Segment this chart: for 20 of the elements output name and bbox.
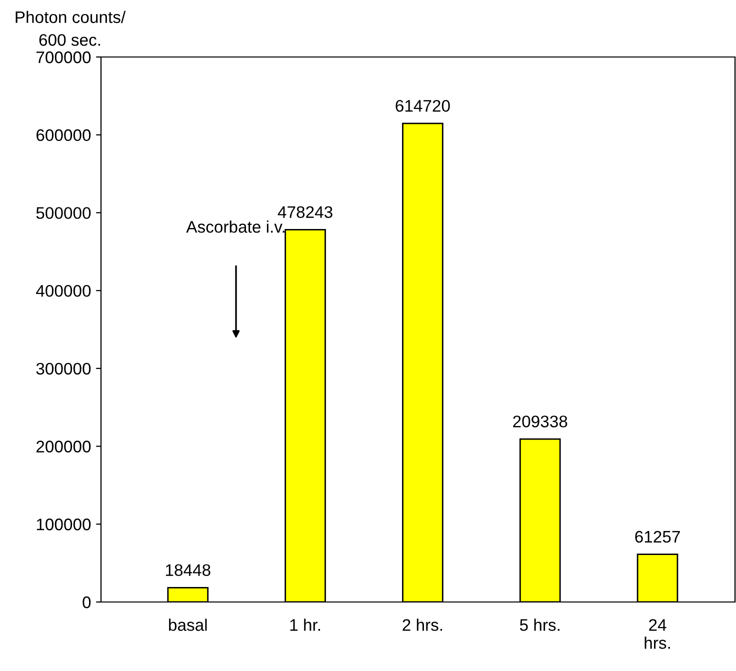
y-tick-label: 100000 [36, 518, 91, 530]
data-label: 18448 [166, 564, 210, 576]
y-axis-title: Photon counts/ 600 sec. [16, 10, 126, 46]
y-tick-label: 400000 [36, 284, 91, 297]
y-tick-label: 700000 [36, 51, 91, 64]
y-tick-label: 300000 [36, 362, 91, 375]
x-tick-label: basal [169, 618, 207, 631]
data-label: 478243 [278, 206, 332, 218]
y-tick-label: 0 [82, 596, 91, 608]
x-tick-label: 2 hrs. [402, 618, 442, 631]
data-label: 209338 [513, 416, 568, 428]
data-label: 614720 [396, 100, 450, 112]
x-tick-label: 5 hrs. [520, 618, 560, 631]
y-tick-label: 200000 [36, 440, 91, 452]
annotation: Ascorbate i.v. [186, 220, 284, 233]
x-tick-label: 24 hrs. [644, 619, 670, 649]
y-tick-label: 600000 [36, 129, 91, 142]
y-tick-label: 500000 [36, 207, 91, 219]
data-label: 61257 [635, 530, 680, 543]
x-tick-label: 1 hr. [290, 618, 320, 631]
